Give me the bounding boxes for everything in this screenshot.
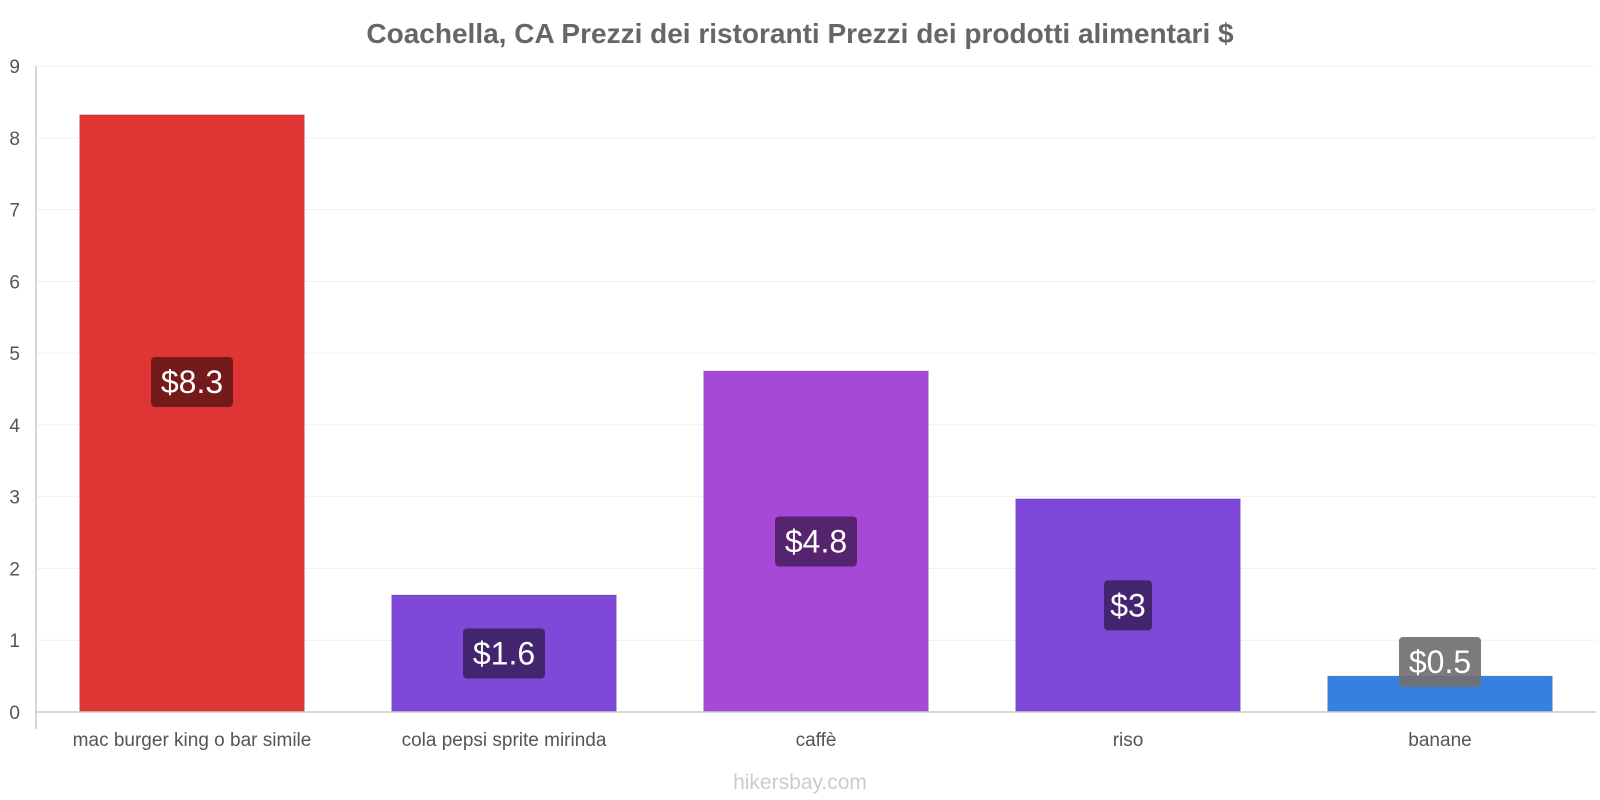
data-label: $4.8 <box>785 524 847 560</box>
data-label: $8.3 <box>161 364 223 400</box>
y-tick-label: 9 <box>9 57 20 78</box>
y-tick-label: 7 <box>9 201 20 222</box>
y-tick-label: 6 <box>9 272 20 293</box>
bar <box>391 594 617 713</box>
y-tick-label: 3 <box>9 488 20 509</box>
y-axis-ticks: 0 1 2 3 4 5 6 7 8 9 <box>9 57 20 724</box>
data-labels: $8.3 $1.6 $4.8 $3 $0.5 <box>151 357 1481 687</box>
data-label-box <box>463 628 545 679</box>
watermark: hikersbay.com <box>733 771 867 794</box>
y-tick-label: 0 <box>9 703 20 724</box>
x-tick-label: riso <box>1113 730 1144 751</box>
y-tick-label: 5 <box>9 344 20 365</box>
bar <box>79 114 305 713</box>
y-tick-label: 4 <box>9 416 20 437</box>
x-tick-label: banane <box>1408 730 1471 751</box>
x-axis-ticks: mac burger king o bar simile cola pepsi s… <box>73 730 1472 751</box>
bars <box>79 114 1553 713</box>
y-tick-label: 2 <box>9 559 20 580</box>
y-tick-label: 8 <box>9 129 20 150</box>
data-label-box <box>1104 580 1152 631</box>
data-label-box <box>775 516 857 567</box>
data-label: $0.5 <box>1409 644 1471 680</box>
x-tick-label: cola pepsi sprite mirinda <box>402 730 607 751</box>
data-label-box <box>1399 637 1481 687</box>
x-tick-label: mac burger king o bar simile <box>73 730 312 751</box>
x-tick-label: caffè <box>796 730 837 751</box>
chart-title: Coachella, CA Prezzi dei ristoranti Prez… <box>366 18 1234 49</box>
data-label: $1.6 <box>473 636 535 672</box>
y-tick-label: 1 <box>9 631 20 652</box>
data-label-box <box>151 357 233 407</box>
data-label: $3 <box>1110 587 1146 623</box>
